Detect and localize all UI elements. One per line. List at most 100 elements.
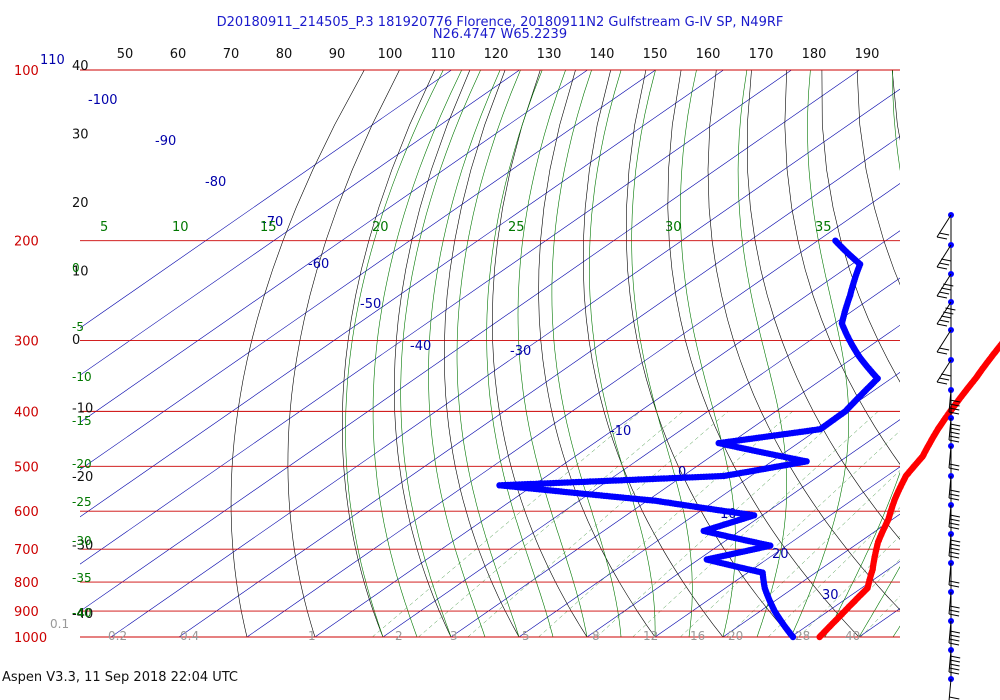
top-scale-tick: 130 xyxy=(537,47,562,62)
pressure-label: 800 xyxy=(14,576,39,591)
moist-adiabat-label: 25 xyxy=(508,220,525,235)
top-left-value: 110 xyxy=(40,53,65,68)
isotherm-label: 20 xyxy=(772,547,789,562)
moist-adiabat-label: 5 xyxy=(100,220,108,235)
series-temperature xyxy=(816,341,1000,641)
isotherm-line xyxy=(858,608,900,637)
moist-adiabat-label: 35 xyxy=(815,220,832,235)
mixing-ratio-label: 0.2 xyxy=(108,629,127,643)
wind-barb-feather xyxy=(936,381,948,385)
isotherm-label: -10 xyxy=(610,424,631,439)
moist-adiabat-line xyxy=(428,70,501,637)
left-scale-label: 40 xyxy=(72,59,89,74)
pressure-label: 600 xyxy=(14,505,39,520)
mixing-ratio-label: 40 xyxy=(845,629,860,643)
moist-adiabat-line xyxy=(486,70,554,637)
wind-barb-feather xyxy=(949,551,960,555)
wind-barb-feather xyxy=(949,403,960,407)
isotherm-line xyxy=(654,466,900,637)
wind-barb-feather xyxy=(948,467,960,471)
dry-adiabat-line xyxy=(821,70,900,383)
top-scale-tick: 70 xyxy=(223,47,240,62)
moist-adiabat-label: -25 xyxy=(72,495,92,509)
left-scale-label: 10 xyxy=(72,265,89,280)
wind-barb-feather xyxy=(949,514,960,518)
wind-barb-feather xyxy=(941,258,952,262)
moist-adiabat-line xyxy=(858,566,900,637)
wind-barb-feather xyxy=(948,497,960,501)
top-scale-tick: 80 xyxy=(276,47,293,62)
wind-barb-feather xyxy=(949,696,960,700)
pressure-label: 200 xyxy=(14,235,39,250)
wind-barb-feather xyxy=(949,634,960,638)
moist-adiabat-line xyxy=(551,70,622,637)
dry-adiabat-line xyxy=(625,70,792,637)
top-scale-tick: 140 xyxy=(590,47,615,62)
wind-barb-feather xyxy=(948,613,960,617)
moist-adiabat-label: -5 xyxy=(72,320,84,334)
dry-adiabat-line xyxy=(443,70,520,637)
left-scale-label: 20 xyxy=(72,196,89,211)
wind-barb-feather xyxy=(949,435,960,439)
wind-barb-feather xyxy=(950,655,961,659)
wind-barb-feather xyxy=(945,307,956,311)
left-scale-label: -40 xyxy=(72,607,93,622)
top-scale-tick: 90 xyxy=(329,47,346,62)
moist-adiabat-label: -35 xyxy=(72,571,92,585)
dry-adiabat-line xyxy=(784,70,900,465)
wind-barbs xyxy=(936,212,961,700)
moist-adiabat-label: 15 xyxy=(260,220,277,235)
chart-grid xyxy=(80,70,1000,637)
left-scale-label: 0 xyxy=(72,333,80,348)
wind-barb-feather xyxy=(949,659,960,663)
moist-adiabat-line xyxy=(631,70,693,637)
isotherm-label: -40 xyxy=(410,339,431,354)
top-scale-tick: 120 xyxy=(484,47,509,62)
wind-barb-feather xyxy=(939,232,950,236)
chart-title: D20180911_214505_P.3 181920776 Florence,… xyxy=(216,15,784,30)
wind-barb-feather xyxy=(949,605,960,609)
top-scale-tick: 150 xyxy=(643,47,668,62)
isotherm-line xyxy=(382,277,900,637)
moist-adiabat-line xyxy=(927,70,1000,637)
mixing-ratio-line xyxy=(632,411,879,637)
mixing-ratio-label: 12 xyxy=(643,629,658,643)
isotherm-label: -70 xyxy=(262,215,283,230)
moist-adiabat-label: 30 xyxy=(665,220,682,235)
isotherm-line xyxy=(80,70,656,471)
isotherm-label: -60 xyxy=(308,257,329,272)
pressure-label: 300 xyxy=(14,335,39,350)
wind-barb-feather xyxy=(948,642,960,646)
dry-adiabat-line xyxy=(707,70,900,611)
dry-adiabat-line xyxy=(927,70,1000,637)
isotherm-line xyxy=(790,560,900,637)
dry-adiabat-line xyxy=(394,70,471,637)
moist-adiabat-label: -30 xyxy=(72,534,92,548)
mixing-ratio-line xyxy=(467,411,729,637)
top-scale-tick: 160 xyxy=(696,47,721,62)
mixing-ratio-line xyxy=(538,411,793,637)
top-scale-tick: 190 xyxy=(855,47,880,62)
wind-barb-feather xyxy=(949,522,960,526)
top-scale-tick: 60 xyxy=(170,47,187,62)
isotherm-label: -80 xyxy=(205,175,226,190)
dry-adiabat-line xyxy=(230,70,365,637)
footer-label: Aspen V3.3, 11 Sep 2018 22:04 UTC xyxy=(2,670,239,685)
top-scale-tick: 100 xyxy=(378,47,403,62)
data-point xyxy=(789,633,797,641)
wind-barb-feather xyxy=(936,351,948,355)
isotherm-line xyxy=(927,70,1000,637)
moist-adiabat-label: -15 xyxy=(72,414,92,428)
moist-adiabat-line xyxy=(456,70,521,637)
isotherm-line xyxy=(518,372,900,637)
wind-barb-feather xyxy=(949,580,960,584)
data-point xyxy=(816,633,823,641)
pressure-label: 700 xyxy=(14,543,39,558)
mixing-ratio-label: 5 xyxy=(522,629,530,643)
top-scale-tick: 50 xyxy=(117,47,134,62)
mixing-ratio-label: 0.1 xyxy=(50,617,69,631)
pressure-label: 100 xyxy=(14,64,39,79)
wind-barb-feather xyxy=(949,547,960,551)
wind-barb-feather xyxy=(948,411,960,415)
top-scale-tick: 180 xyxy=(802,47,827,62)
